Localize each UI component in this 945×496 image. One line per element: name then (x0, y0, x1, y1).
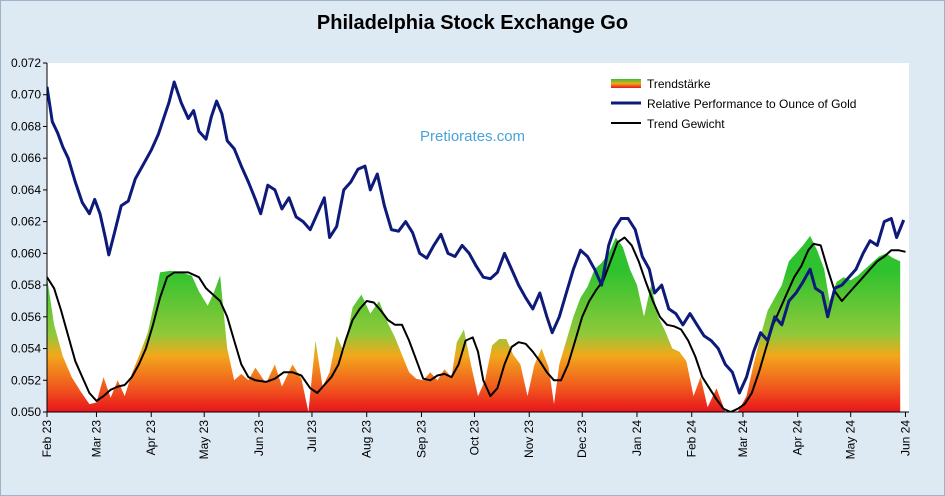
x-tick-label: May 23 (197, 420, 211, 460)
y-tick-label: 0.054 (11, 342, 41, 356)
y-tick-label: 0.072 (11, 56, 41, 70)
y-tick-label: 0.066 (11, 151, 41, 165)
x-tick-label: Jul 23 (305, 420, 319, 452)
y-tick-label: 0.052 (11, 373, 41, 387)
y-tick-label: 0.068 (11, 119, 41, 133)
legend-label-relative-performance: Relative Performance to Ounce of Gold (647, 97, 856, 111)
watermark: Pretiorates.com (420, 128, 525, 145)
x-tick-label: May 24 (844, 420, 858, 460)
x-tick-label: Dec 23 (575, 420, 589, 458)
series-trend-weight-line (47, 236, 906, 412)
y-tick-label: 0.058 (11, 278, 41, 292)
legend-swatch-trend-strength (611, 79, 641, 88)
chart-title: Philadelphia Stock Exchange Go (316, 12, 629, 34)
x-tick-label: Feb 24 (685, 420, 699, 458)
y-tick-label: 0.050 (11, 405, 41, 419)
x-tick-label: Sep 23 (415, 420, 429, 458)
x-tick-label: Oct 23 (468, 420, 482, 456)
x-tick-label: Apr 23 (144, 420, 158, 456)
x-tick-label: Apr 24 (791, 420, 805, 456)
x-tick-label: Jan 24 (630, 420, 644, 456)
legend-label-trend-strength: Trendstärke (647, 77, 711, 91)
x-tick-label: Feb 23 (40, 420, 54, 458)
y-tick-label: 0.062 (11, 215, 41, 229)
x-tick-label: Jun 23 (252, 420, 266, 456)
y-tick-label: 0.064 (11, 183, 41, 197)
series-trend-strength-area (47, 235, 901, 412)
legend: Trendstärke Relative Performance to Ounc… (611, 77, 856, 131)
series-relative-performance-line (47, 80, 906, 395)
x-tick-label: Mar 24 (736, 420, 750, 458)
y-tick-label: 0.056 (11, 310, 41, 324)
legend-label-trend-weight: Trend Gewicht (647, 117, 725, 131)
y-tick-label: 0.060 (11, 246, 41, 260)
x-tick-label: Aug 23 (360, 420, 374, 458)
y-tick-label: 0.070 (11, 88, 41, 102)
x-tick-label: Mar 23 (90, 420, 104, 458)
x-tick-label: Jun 24 (899, 420, 913, 456)
x-tick-label: Nov 23 (522, 420, 536, 458)
